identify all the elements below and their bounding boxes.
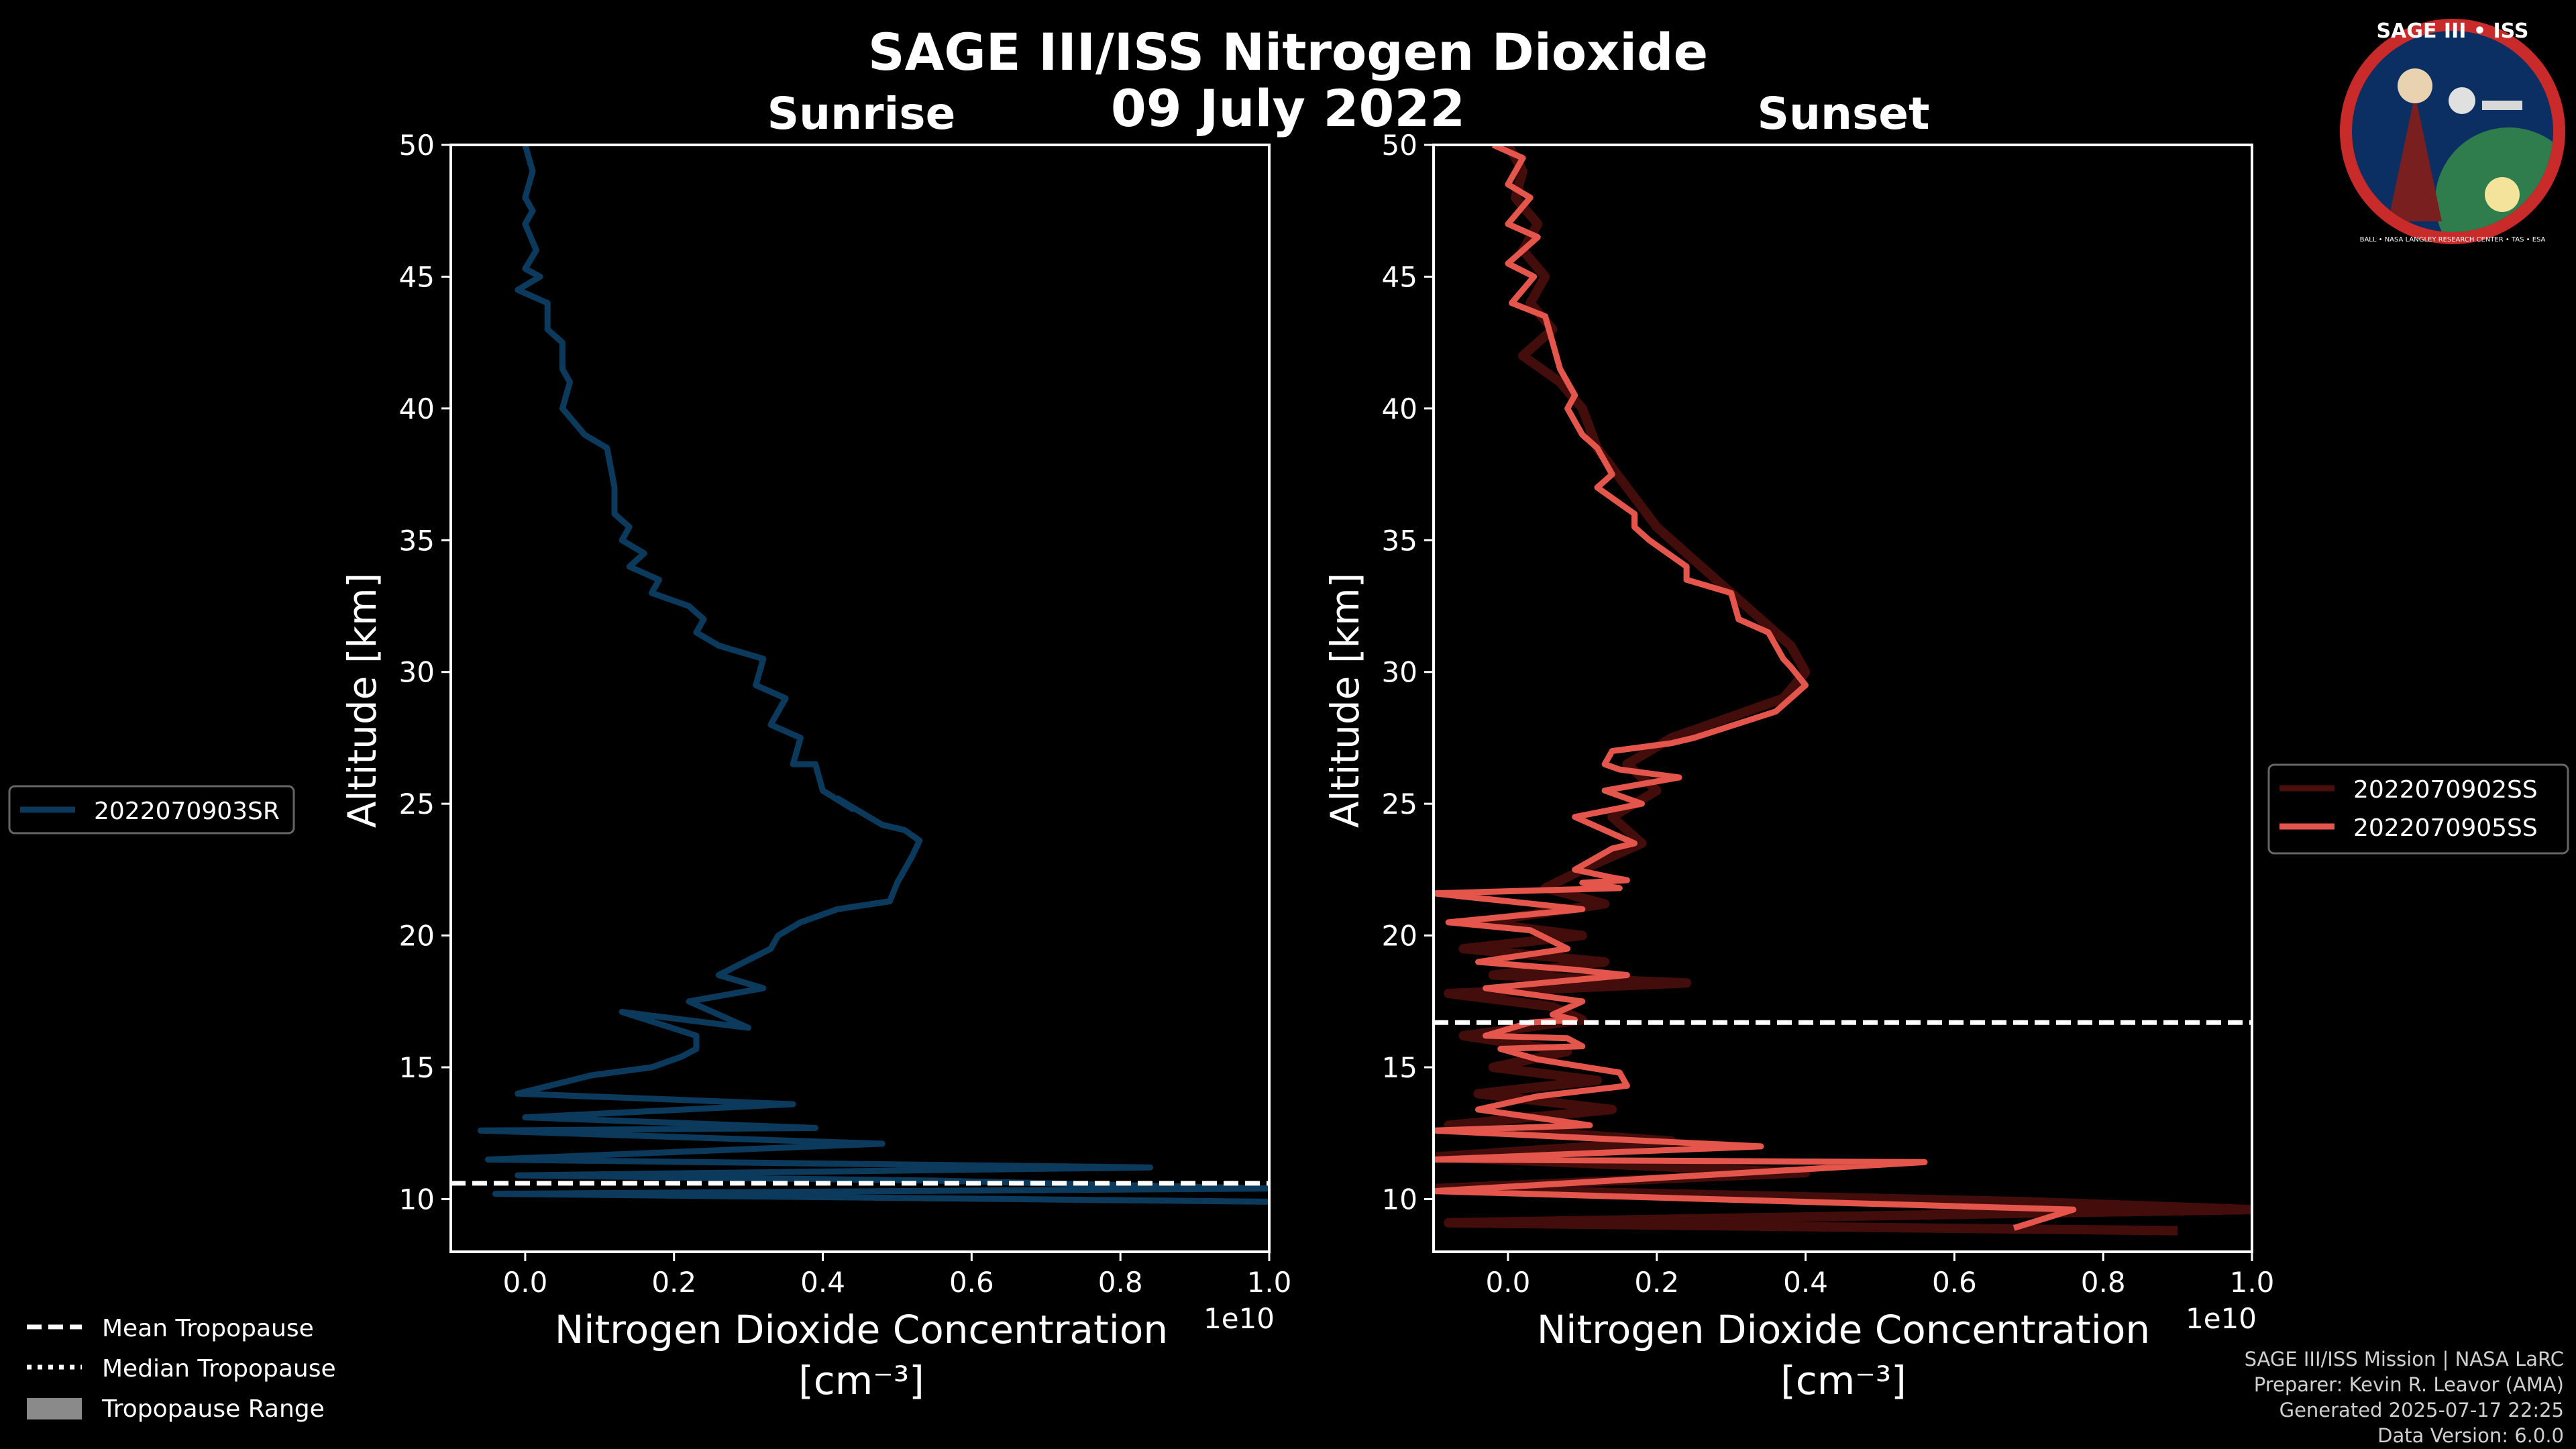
sunset-ytick-label: 50 <box>1382 129 1417 162</box>
sunrise-ytick-label: 30 <box>399 656 435 689</box>
sunrise-ytick-label: 25 <box>399 788 435 820</box>
sunrise-ytick-label: 35 <box>399 524 435 557</box>
sunset-plot-frame <box>1432 144 2253 1253</box>
logo-sun-icon <box>2485 177 2520 212</box>
sunset-title: Sunset <box>1757 88 1929 140</box>
sunset-ytick-label: 45 <box>1382 260 1417 293</box>
footer-line-2: Preparer: Kevin R. Leavor (AMA) <box>2254 1373 2564 1396</box>
logo-moon-icon <box>2449 87 2475 114</box>
sunrise-legend-frame <box>8 785 295 835</box>
footer-line-4: Data Version: 6.0.0 <box>2377 1424 2564 1447</box>
sunset-offset-label: 1e10 <box>2186 1302 2257 1335</box>
figure-date: 09 July 2022 <box>1111 78 1465 138</box>
logo-figure-icon <box>2388 94 2442 221</box>
sunset-legend-label-0: 2022070902SS <box>2353 776 2538 804</box>
sunrise-xtick-label: 1.0 <box>1247 1266 1292 1299</box>
logo-figure-head-icon <box>2398 68 2432 103</box>
sunrise-ytick-label: 45 <box>399 260 435 293</box>
sunset-ytick-label: 20 <box>1382 920 1417 953</box>
tropopause-range-swatch <box>27 1398 82 1419</box>
tropopause-range-label: Tropopause Range <box>101 1395 325 1423</box>
tropopause-legend: Mean Tropopause Median Tropopause Tropop… <box>27 1315 336 1423</box>
footer: SAGE III/ISS Mission | NASA LaRC Prepare… <box>2245 1348 2564 1447</box>
sunrise-offset-label: 1e10 <box>1203 1302 1275 1335</box>
sunset-panel: 0.0 0.2 0.4 0.6 0.8 1.0 10 15 20 25 30 35 40 45 50 <box>1382 129 2275 1299</box>
sunset-series-2022070905SS <box>1434 145 2077 1231</box>
sunset-xtick-label: 0.0 <box>1486 1266 1531 1299</box>
sunrise-xtick-label: 0.0 <box>503 1266 548 1299</box>
logo-station-icon <box>2482 101 2522 110</box>
logo-title: SAGE III • ISS <box>2377 19 2529 43</box>
sunrise-xtick-label: 0.2 <box>651 1266 696 1299</box>
sunset-ytick-label: 10 <box>1382 1183 1417 1216</box>
sunrise-panel: 0.0 0.2 0.4 0.6 0.8 1.0 10 15 20 25 30 35 40 45 50 <box>399 129 1292 1299</box>
sunset-legend-frame <box>2267 763 2569 855</box>
sunset-ytick-label: 15 <box>1382 1051 1417 1084</box>
sunset-ytick-label: 30 <box>1382 656 1417 689</box>
sunrise-title: Sunrise <box>767 88 956 140</box>
sunset-legend-label-1: 2022070905SS <box>2353 814 2538 842</box>
sunset-xlabel: Nitrogen Dioxide Concentration <box>1537 1307 2150 1352</box>
sunset-ytick-label: 25 <box>1382 788 1417 820</box>
sunrise-ylabel: Altitude [km] <box>339 573 385 828</box>
sunrise-ytick-label: 10 <box>399 1183 435 1216</box>
mean-tropopause-label: Mean Tropopause <box>102 1315 314 1342</box>
sunset-ytick-label: 35 <box>1382 524 1417 557</box>
sunrise-xtick-label: 0.6 <box>949 1266 994 1299</box>
sunrise-legend: 2022070903SR <box>8 785 295 835</box>
sunset-xtick-label: 1.0 <box>2230 1266 2275 1299</box>
footer-line-3: Generated 2025-07-17 22:25 <box>2279 1399 2564 1421</box>
sunset-xtick-label: 0.8 <box>2081 1266 2126 1299</box>
sunset-ylabel: Altitude [km] <box>1322 573 1368 828</box>
sunrise-ytick-label: 15 <box>399 1051 435 1084</box>
sunset-legend: 2022070902SS 2022070905SS <box>2267 763 2569 855</box>
sunrise-ytick-label: 40 <box>399 392 435 425</box>
footer-line-1: SAGE III/ISS Mission | NASA LaRC <box>2245 1348 2564 1371</box>
sunset-xtick-label: 0.4 <box>1783 1266 1828 1299</box>
sunrise-ytick-label: 20 <box>399 920 435 953</box>
sunrise-xlabel: Nitrogen Dioxide Concentration <box>555 1307 1168 1352</box>
median-tropopause-label: Median Tropopause <box>102 1355 336 1383</box>
sunrise-xunit: [cm⁻³] <box>798 1358 924 1403</box>
sunset-xtick-label: 0.6 <box>1932 1266 1977 1299</box>
logo-ring-text: BALL • NASA LANGLEY RESEARCH CENTER • TA… <box>2360 236 2546 244</box>
sunrise-ytick-label: 50 <box>399 129 435 162</box>
sunrise-series-2022070903SR <box>477 145 1269 1205</box>
sunrise-legend-label: 2022070903SR <box>94 798 280 825</box>
figure-title: SAGE III/ISS Nitrogen Dioxide <box>868 22 1708 82</box>
sunset-xunit: [cm⁻³] <box>1780 1358 1907 1403</box>
sunset-xtick-label: 0.2 <box>1634 1266 1679 1299</box>
sunrise-plot-frame <box>449 144 1271 1253</box>
sunset-ytick-label: 40 <box>1382 392 1417 425</box>
sage-iss-logo: SAGE III • ISS BALL • NASA LANGLEY RESEA… <box>2340 19 2565 244</box>
sunrise-xtick-label: 0.8 <box>1098 1266 1143 1299</box>
sunrise-xtick-label: 0.4 <box>800 1266 845 1299</box>
